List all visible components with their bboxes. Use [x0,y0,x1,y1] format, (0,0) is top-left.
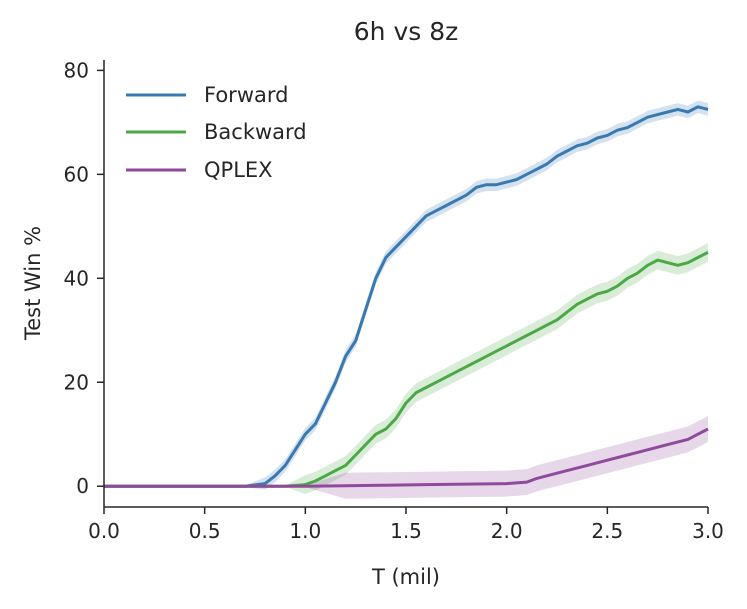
legend-label-qplex: QPLEX [204,158,273,182]
legend-label-backward: Backward [204,120,307,144]
y-tick-label: 60 [64,162,89,186]
x-tick-label: 2.0 [491,519,523,543]
legend-label-forward: Forward [204,83,288,107]
confidence-bands [104,100,708,499]
x-tick-label: 3.0 [692,519,724,543]
x-tick-label: 2.5 [591,519,623,543]
x-tick-label: 0.5 [189,519,221,543]
band-backward [104,243,708,494]
y-tick-label: 80 [64,58,89,82]
x-tick-label: 1.5 [390,519,422,543]
y-tick-label: 40 [64,266,89,290]
chart-title: 6h vs 8z [354,17,459,46]
x-ticks: 0.0 0.5 1.0 1.5 2.0 2.5 3.0 [88,507,724,543]
series-line-forward [104,105,709,488]
series-line-qplex [104,427,709,488]
y-tick-label: 0 [76,474,89,498]
x-tick-label: 0.0 [88,519,120,543]
y-ticks: 0 20 40 60 80 [64,58,104,498]
series-lines [104,105,709,488]
legend: Forward Backward QPLEX [126,83,307,182]
x-axis-label: T (mil) [371,565,440,589]
y-axis-label: Test Win % [21,226,45,341]
band-qplex [104,416,708,499]
series-line-backward [104,250,709,488]
x-tick-label: 1.0 [289,519,321,543]
y-tick-label: 20 [64,370,89,394]
